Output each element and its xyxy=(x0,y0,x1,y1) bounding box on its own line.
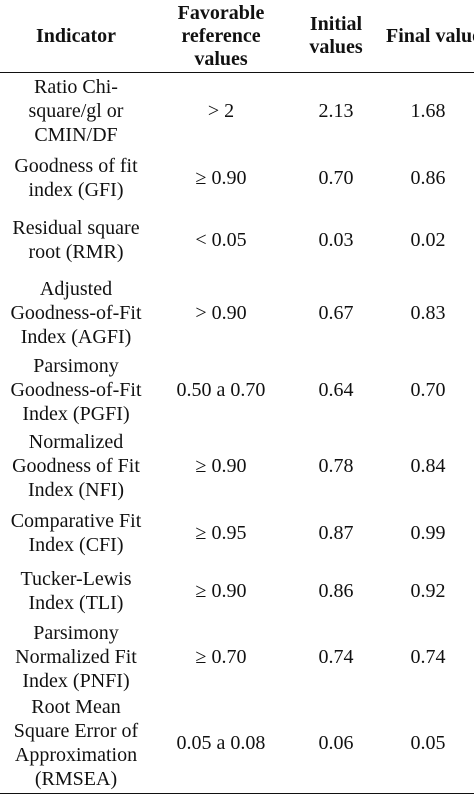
final-cell: 0.92 xyxy=(410,580,446,602)
final-cell: 0.02 xyxy=(410,229,446,251)
favorable-cell: > 0.90 xyxy=(195,302,247,324)
final-cell: 0.70 xyxy=(410,379,446,401)
initial-cell: 0.64 xyxy=(318,379,354,401)
table-row: Ratio Chi-square/gl or CMIN/DF > 2 2.13 … xyxy=(0,73,474,150)
initial-cell: 0.87 xyxy=(318,522,354,544)
favorable-cell: < 0.05 xyxy=(195,229,247,251)
initial-cell: 0.74 xyxy=(318,646,354,668)
final-cell: 0.05 xyxy=(382,693,474,794)
initial-cell: 2.13 xyxy=(318,100,354,122)
final-cell: 1.68 xyxy=(410,100,446,122)
initial-cell: 0.67 xyxy=(318,302,354,324)
table-body: Ratio Chi-square/gl or CMIN/DF > 2 2.13 … xyxy=(0,73,474,794)
favorable-cell: ≥ 0.70 xyxy=(195,646,247,668)
initial-cell: 0.70 xyxy=(318,167,354,189)
table-row: Parsimony Goodness-of-Fit Index (PGFI) 0… xyxy=(0,353,474,427)
indicator-cell: Normalized Goodness of Fit Index (NFI) xyxy=(12,431,140,501)
table-row: Residual square root (RMR) < 0.05 0.03 0… xyxy=(0,207,474,273)
indicator-cell: Goodness of fit index (GFI) xyxy=(14,155,138,201)
initial-cell: 0.78 xyxy=(318,455,354,477)
table-header: Indicator Favorable reference values Ini… xyxy=(0,0,474,73)
indicator-cell: Parsimony Goodness-of-Fit Index (PGFI) xyxy=(10,355,142,425)
indicator-cell: Ratio Chi-square/gl or CMIN/DF xyxy=(28,76,124,146)
favorable-cell: ≥ 0.95 xyxy=(195,522,247,544)
favorable-cell: ≥ 0.90 xyxy=(195,580,247,602)
initial-cell: 0.86 xyxy=(318,580,354,602)
favorable-cell: 0.50 a 0.70 xyxy=(176,379,266,401)
final-cell: 0.83 xyxy=(410,302,446,324)
favorable-cell: ≥ 0.90 xyxy=(195,455,247,477)
header-final: Final values xyxy=(382,0,474,73)
final-cell: 0.74 xyxy=(410,646,446,668)
final-cell: 0.84 xyxy=(410,455,446,477)
table-row: Goodness of fit index (GFI) ≥ 0.90 0.70 … xyxy=(0,149,474,207)
header-initial: Initial values xyxy=(290,0,382,73)
initial-cell: 0.06 xyxy=(290,693,382,794)
favorable-cell: 0.05 a 0.08 xyxy=(152,693,290,794)
table-row: Comparative Fit Index (CFI) ≥ 0.95 0.87 … xyxy=(0,505,474,561)
table-row: Parsimony Normalized Fit Index (PNFI) ≥ … xyxy=(0,621,474,693)
header-indicator: Indicator xyxy=(0,0,152,73)
table-row: Adjusted Goodness-of-Fit Index (AGFI) > … xyxy=(0,273,474,353)
favorable-cell: ≥ 0.90 xyxy=(195,167,247,189)
header-favorable: Favorable reference values xyxy=(152,0,290,73)
indicator-cell: Root Mean Square Error of Approximation … xyxy=(0,693,152,794)
indicator-cell: Residual square root (RMR) xyxy=(12,217,140,263)
table-row: Root Mean Square Error of Approximation … xyxy=(0,693,474,794)
indicator-cell: Parsimony Normalized Fit Index (PNFI) xyxy=(15,622,137,692)
indicator-cell: Comparative Fit Index (CFI) xyxy=(10,510,142,556)
final-cell: 0.86 xyxy=(410,167,446,189)
initial-cell: 0.03 xyxy=(318,229,354,251)
indicator-cell: Tucker-Lewis Index (TLI) xyxy=(20,568,132,614)
final-cell: 0.99 xyxy=(410,522,446,544)
header-row: Indicator Favorable reference values Ini… xyxy=(0,0,474,73)
table-row: Tucker-Lewis Index (TLI) ≥ 0.90 0.86 0.9… xyxy=(0,561,474,621)
favorable-cell: > 2 xyxy=(207,100,235,122)
table-row: Normalized Goodness of Fit Index (NFI) ≥… xyxy=(0,427,474,505)
indicator-cell: Adjusted Goodness-of-Fit Index (AGFI) xyxy=(10,278,142,348)
